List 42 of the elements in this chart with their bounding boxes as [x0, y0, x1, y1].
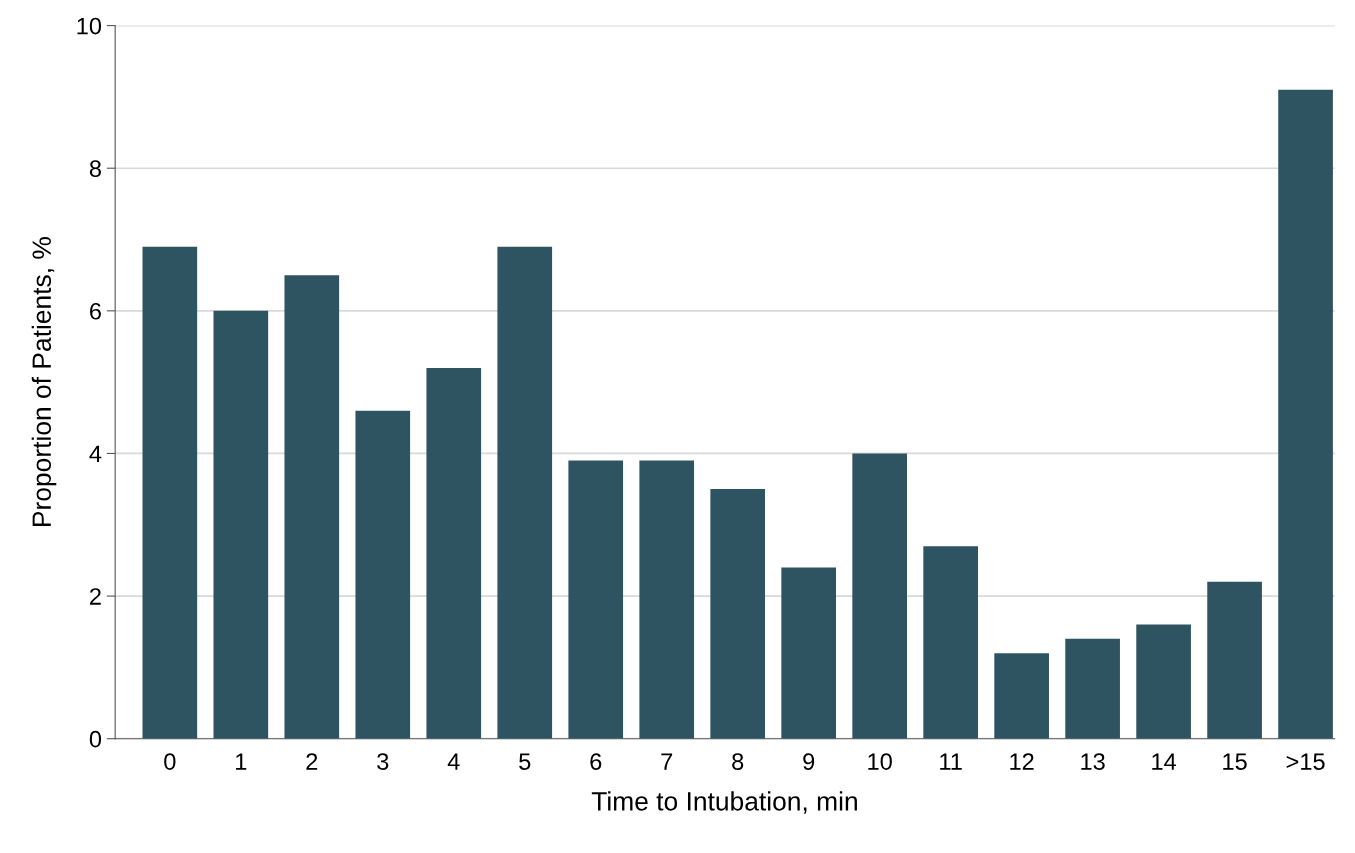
x-tick-label: 0 — [164, 753, 176, 770]
y-tick-label: 6 — [90, 302, 101, 320]
x-tick-label: 12 — [1010, 753, 1034, 770]
x-tick-label: 1 — [236, 753, 247, 770]
bar — [994, 653, 1049, 739]
x-tick-label: 8 — [732, 753, 744, 770]
bar — [568, 460, 624, 739]
x-tick-label: 11 — [940, 753, 962, 770]
x-tick-label: 10 — [868, 753, 892, 770]
x-tick-label: 15 — [1223, 753, 1247, 770]
bar — [497, 246, 553, 739]
bar — [852, 453, 907, 739]
bar — [639, 460, 695, 739]
bar — [1207, 581, 1262, 739]
bar — [1136, 624, 1191, 739]
y-axis-title: Proportion of Patients, % — [31, 237, 57, 526]
x-tick-label: 4 — [447, 753, 460, 770]
x-tick-label: 13 — [1081, 753, 1105, 770]
x-tick-label: 3 — [377, 753, 389, 770]
x-tick-label: 2 — [306, 753, 318, 770]
y-tick-label: 4 — [89, 445, 102, 463]
y-tick-label: 10 — [77, 17, 102, 35]
x-tick-label: >15 — [1286, 753, 1325, 770]
y-tick-label: 0 — [89, 730, 102, 748]
x-tick-label: 9 — [803, 753, 815, 770]
y-tick-label: 2 — [90, 588, 101, 605]
x-tick-label: 14 — [1152, 753, 1177, 770]
bar — [142, 246, 198, 739]
bar — [1065, 638, 1120, 739]
bar — [1278, 89, 1333, 739]
x-tick-label: 6 — [590, 753, 602, 770]
bar — [781, 567, 837, 739]
bar — [923, 546, 978, 739]
x-axis-title: Time to Intubation, min — [591, 791, 857, 814]
y-tick-label: 8 — [89, 160, 101, 177]
x-tick-label: 7 — [661, 753, 673, 770]
bar — [710, 489, 766, 739]
bar — [426, 367, 482, 739]
bar — [213, 310, 269, 739]
bar — [355, 410, 411, 739]
x-tick-label: 5 — [519, 753, 531, 770]
bar — [284, 275, 340, 739]
